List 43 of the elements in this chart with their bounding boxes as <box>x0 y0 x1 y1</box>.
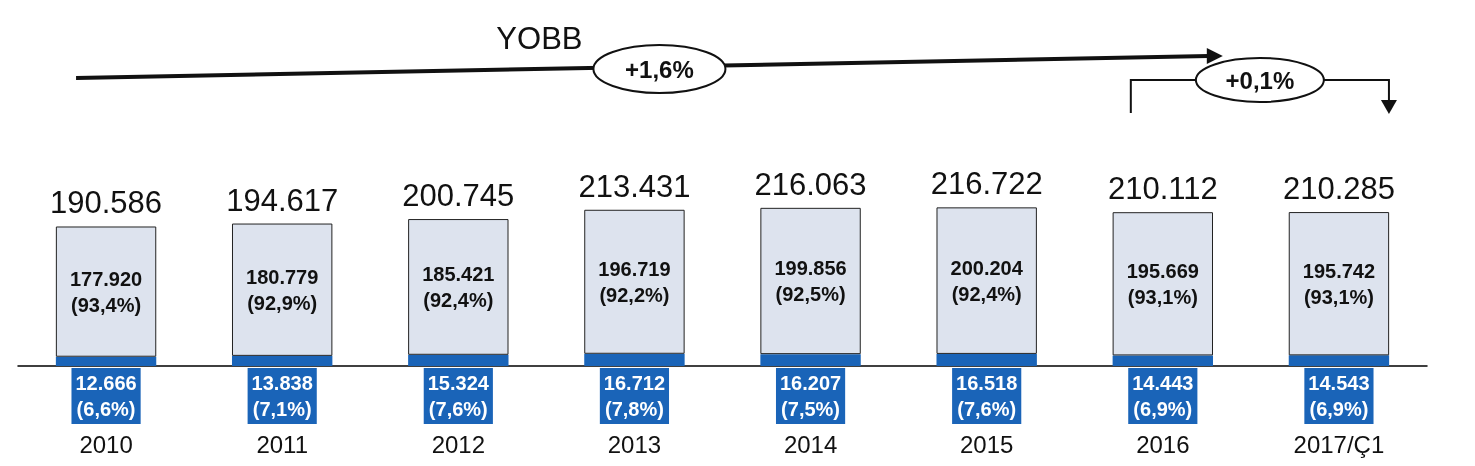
text: YOBB <box>496 20 583 56</box>
data-label: 12.666 (6,6%) <box>75 372 137 420</box>
bar <box>584 209 685 354</box>
bar <box>1288 212 1390 356</box>
text: +0,1% <box>1225 66 1295 94</box>
x-tick-label: 2013 <box>607 430 662 458</box>
total-label: 200.745 <box>402 178 515 214</box>
bar <box>936 207 1037 354</box>
bar <box>231 223 333 356</box>
data-label: 180.779 (92,9%) <box>246 265 319 314</box>
x-tick-label: 2017/Ç1 <box>1293 430 1385 458</box>
total-label: 210.285 <box>1282 171 1395 207</box>
bar <box>760 207 861 355</box>
data-label: 16.207 (7,5%) <box>779 372 842 420</box>
x-tick-label: 2016 <box>1136 430 1190 458</box>
bar <box>55 226 157 357</box>
x-tick-label: 2015 <box>959 430 1014 458</box>
total-label: 213.431 <box>578 168 691 204</box>
bar <box>408 219 509 355</box>
data-label: 199.856 (92,5%) <box>774 256 847 305</box>
total-label: 194.617 <box>226 182 339 218</box>
data-label: 15.324 (7,6%) <box>427 372 490 420</box>
x-tick-label: 2010 <box>79 430 133 458</box>
data-label: 16.518 (7,6%) <box>956 372 1018 420</box>
data-label: 195.669 (93,1%) <box>1126 259 1199 308</box>
data-label: 185.421 (92,4%) <box>422 262 495 311</box>
total-label: 190.586 <box>50 185 163 221</box>
data-label: 195.742 (93,1%) <box>1302 259 1376 308</box>
bar <box>1112 212 1214 356</box>
data-label: 16.712 (7,8%) <box>603 372 666 420</box>
x-tick-label: 2012 <box>431 430 486 458</box>
x-tick-label: 2014 <box>783 430 838 458</box>
text: +1,6% <box>625 55 694 83</box>
data-label: 14.543 (6,9%) <box>1308 372 1370 420</box>
data-label: 200.204 (92,4%) <box>950 256 1024 305</box>
data-label: 196.719 (92,2%) <box>598 257 671 306</box>
total-label: 216.722 <box>930 166 1043 202</box>
data-label: 13.838 (7,1%) <box>251 372 313 420</box>
total-label: 216.063 <box>754 166 867 202</box>
total-label: 210.112 <box>1107 171 1218 207</box>
x-tick-label: 2011 <box>256 430 308 458</box>
data-label: 177.920 (93,4%) <box>69 267 143 316</box>
data-label: 14.443 (6,9%) <box>1132 372 1194 420</box>
